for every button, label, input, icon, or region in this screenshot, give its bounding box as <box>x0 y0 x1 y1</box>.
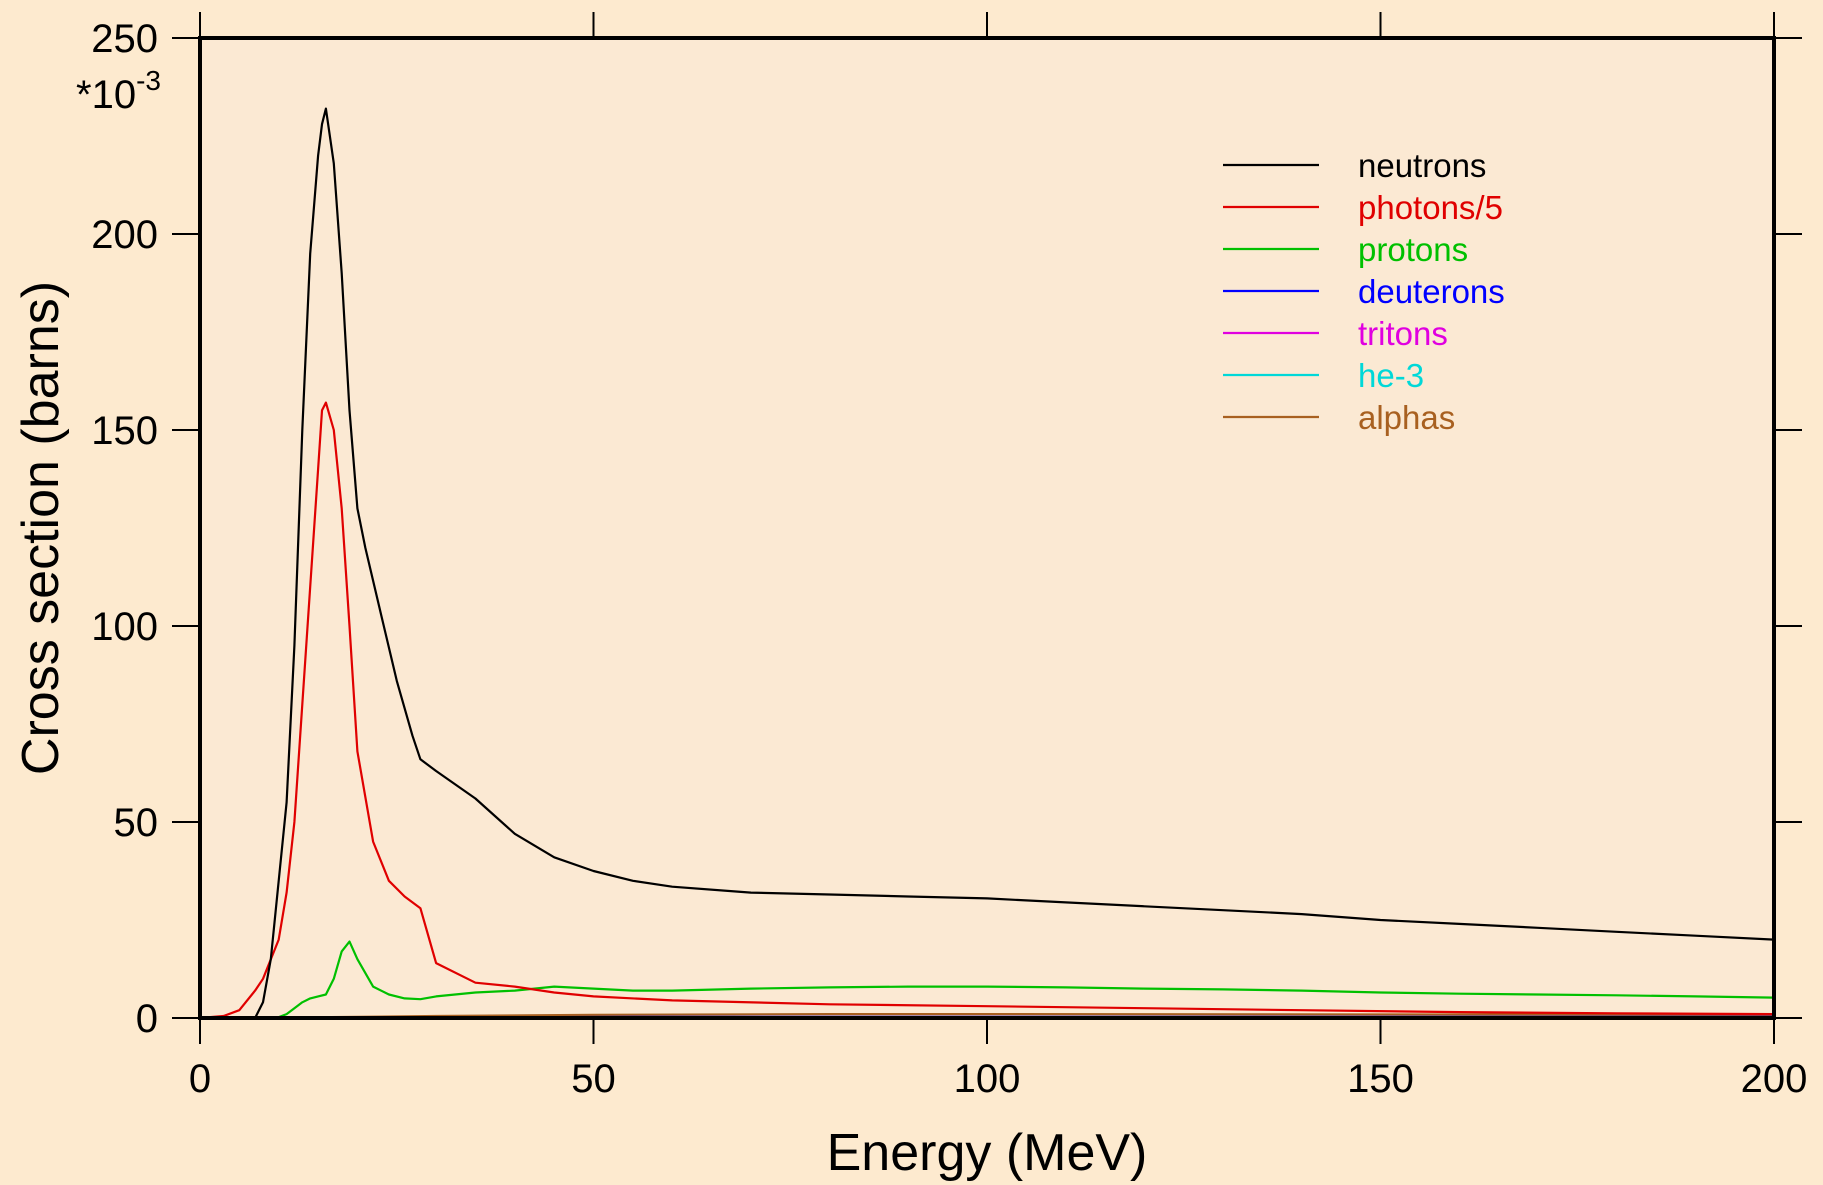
y-tick-label: 150 <box>91 409 158 453</box>
x-tick-label: 150 <box>1347 1057 1414 1101</box>
x-tick-label: 200 <box>1741 1057 1808 1101</box>
legend: neutrons photons/5 protons deuterons tritons… <box>1223 147 1505 436</box>
x-tick-label: 0 <box>189 1057 211 1101</box>
y-tick-label: 50 <box>114 801 159 845</box>
x-tick-label: 50 <box>571 1057 616 1101</box>
y-multiplier: *10-3 <box>76 65 161 117</box>
x-axis: 0 50 100 150 200 <box>189 12 1808 1101</box>
legend-label: alphas <box>1358 399 1455 436</box>
series-line-photons-5 <box>199 401 1775 1020</box>
y-tick-label: 0 <box>136 997 158 1041</box>
y-axis-title: Cross section (barns) <box>12 281 70 775</box>
y-tick-label: 100 <box>91 605 158 649</box>
plot-background <box>200 38 1774 1018</box>
x-tick-label: 100 <box>954 1057 1021 1101</box>
y-axis: 0 50 100 150 200 250 <box>91 17 1802 1041</box>
legend-label: photons/5 <box>1358 189 1503 226</box>
legend-label: protons <box>1358 231 1468 268</box>
legend-label: tritons <box>1358 315 1448 352</box>
legend-label: neutrons <box>1358 147 1486 184</box>
y-tick-label: 200 <box>91 213 158 257</box>
x-axis-title: Energy (MeV) <box>827 1124 1148 1182</box>
y-multiplier-exponent: -3 <box>136 65 161 96</box>
series-line-protons <box>200 940 1775 1020</box>
legend-label: he-3 <box>1358 357 1424 394</box>
series-line-neutrons <box>200 107 1775 1020</box>
legend-label: deuterons <box>1358 273 1505 310</box>
y-multiplier-base: *10 <box>76 73 136 117</box>
y-tick-label: 250 <box>91 17 158 61</box>
